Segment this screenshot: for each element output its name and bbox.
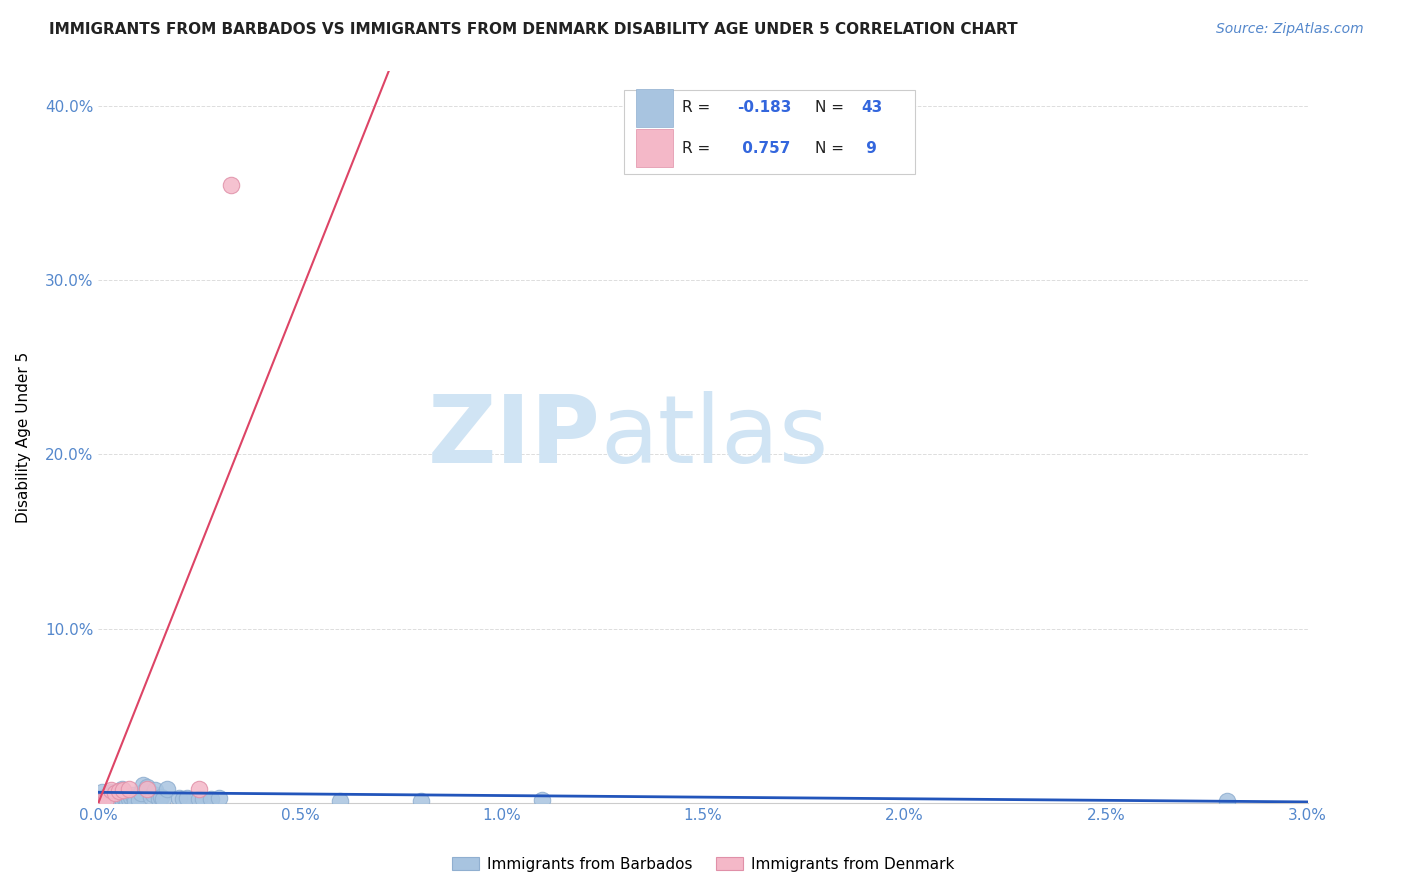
Legend: Immigrants from Barbados, Immigrants from Denmark: Immigrants from Barbados, Immigrants fro… xyxy=(446,851,960,878)
Point xyxy=(128,792,150,806)
Point xyxy=(188,781,211,796)
Point xyxy=(129,786,152,800)
Point xyxy=(167,791,190,805)
Point xyxy=(115,794,138,808)
Point xyxy=(111,794,134,808)
Point xyxy=(124,794,146,808)
Point xyxy=(172,792,194,806)
Point xyxy=(409,794,432,808)
Point xyxy=(193,792,215,806)
Point xyxy=(135,780,157,794)
Point xyxy=(139,790,162,805)
Text: 43: 43 xyxy=(862,101,883,115)
Point xyxy=(104,787,127,801)
Point xyxy=(1216,794,1239,808)
Point xyxy=(96,792,118,806)
Point xyxy=(176,791,198,805)
Point xyxy=(152,792,174,806)
FancyBboxPatch shape xyxy=(637,129,672,167)
Point xyxy=(118,781,141,796)
Point xyxy=(120,790,142,805)
Point xyxy=(148,792,170,806)
Point xyxy=(208,791,231,805)
Point xyxy=(156,781,179,796)
Text: 0.757: 0.757 xyxy=(737,141,790,156)
Point xyxy=(91,785,114,799)
FancyBboxPatch shape xyxy=(637,89,672,127)
FancyBboxPatch shape xyxy=(624,90,915,174)
Point xyxy=(200,792,222,806)
Text: atlas: atlas xyxy=(600,391,828,483)
Y-axis label: Disability Age Under 5: Disability Age Under 5 xyxy=(17,351,31,523)
Point xyxy=(91,794,114,808)
Point xyxy=(221,178,243,192)
Point xyxy=(142,787,165,801)
Point xyxy=(93,793,115,807)
Point xyxy=(100,791,122,805)
Point xyxy=(188,792,211,806)
Point xyxy=(108,792,131,806)
Point xyxy=(110,783,132,797)
Text: -0.183: -0.183 xyxy=(737,101,792,115)
Text: 9: 9 xyxy=(862,141,877,156)
Point xyxy=(132,778,155,792)
Point xyxy=(89,791,111,805)
Point xyxy=(118,792,141,806)
Text: N =: N = xyxy=(815,141,849,156)
Text: ZIP: ZIP xyxy=(427,391,600,483)
Point xyxy=(104,786,127,800)
Text: R =: R = xyxy=(682,141,716,156)
Point xyxy=(111,781,134,796)
Point xyxy=(103,794,125,808)
Point xyxy=(96,789,118,803)
Point xyxy=(100,785,122,799)
Point xyxy=(112,782,135,797)
Text: R =: R = xyxy=(682,101,716,115)
Point xyxy=(100,782,122,797)
Point xyxy=(97,794,120,808)
Point xyxy=(135,781,157,796)
Point xyxy=(329,794,352,808)
Text: IMMIGRANTS FROM BARBADOS VS IMMIGRANTS FROM DENMARK DISABILITY AGE UNDER 5 CORRE: IMMIGRANTS FROM BARBADOS VS IMMIGRANTS F… xyxy=(49,22,1018,37)
Point xyxy=(107,794,129,808)
Point xyxy=(143,783,166,797)
Point xyxy=(108,784,131,798)
Point xyxy=(96,790,118,805)
Point xyxy=(149,790,172,805)
Point xyxy=(121,789,143,803)
Text: Source: ZipAtlas.com: Source: ZipAtlas.com xyxy=(1216,22,1364,37)
Point xyxy=(114,792,136,806)
Text: N =: N = xyxy=(815,101,849,115)
Point xyxy=(530,792,553,806)
